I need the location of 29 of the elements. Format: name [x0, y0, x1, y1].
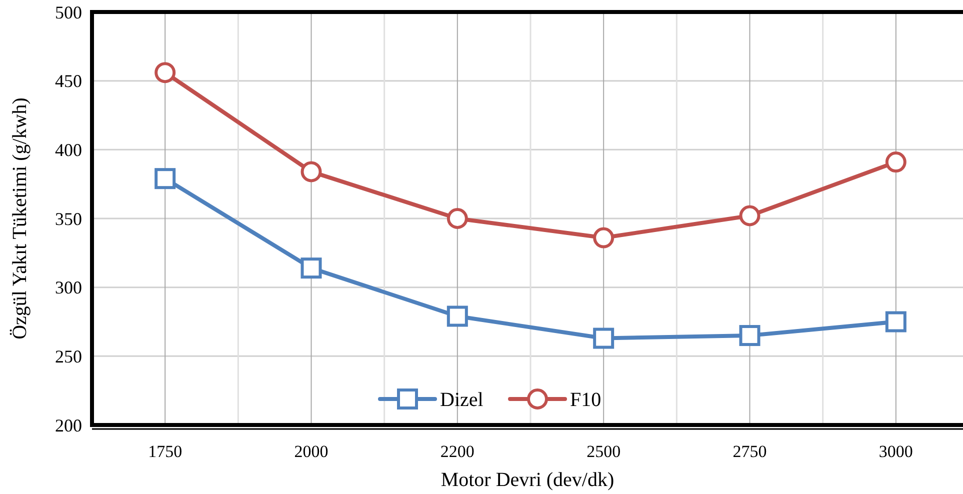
point: [446, 306, 468, 327]
x-tick-label: 2000: [294, 442, 328, 461]
y-tick-label: 300: [55, 278, 82, 298]
y-tick-label: 250: [55, 346, 82, 366]
point: [154, 168, 176, 190]
point: [300, 161, 322, 182]
point: [446, 208, 468, 229]
x-tick-label: 2500: [586, 442, 621, 461]
legend-label: F10: [570, 389, 602, 411]
point: [593, 227, 614, 248]
point: [739, 325, 760, 346]
legend-label: Dizel: [440, 389, 484, 411]
y-tick-label: 350: [55, 208, 82, 229]
point: [154, 62, 176, 84]
point: [593, 328, 614, 349]
y-axis-title: Özgül Yakıt Tüketimi (g/kwh): [9, 98, 31, 340]
x-tick-label: 2750: [732, 442, 767, 461]
y-tick-label: 200: [55, 415, 82, 436]
point: [885, 152, 906, 173]
y-tick-label: 400: [55, 140, 82, 160]
point: [739, 205, 760, 226]
y-tick-label: 500: [55, 2, 82, 22]
y-tick-label: 450: [55, 71, 82, 92]
x-tick-label: 3000: [878, 442, 913, 461]
x-tick-label: 2200: [440, 442, 474, 461]
point: [300, 258, 322, 279]
point: [885, 311, 906, 332]
x-tick-label: 1750: [148, 442, 182, 461]
x-axis-title: Motor Devri (dev/dk): [440, 469, 614, 491]
